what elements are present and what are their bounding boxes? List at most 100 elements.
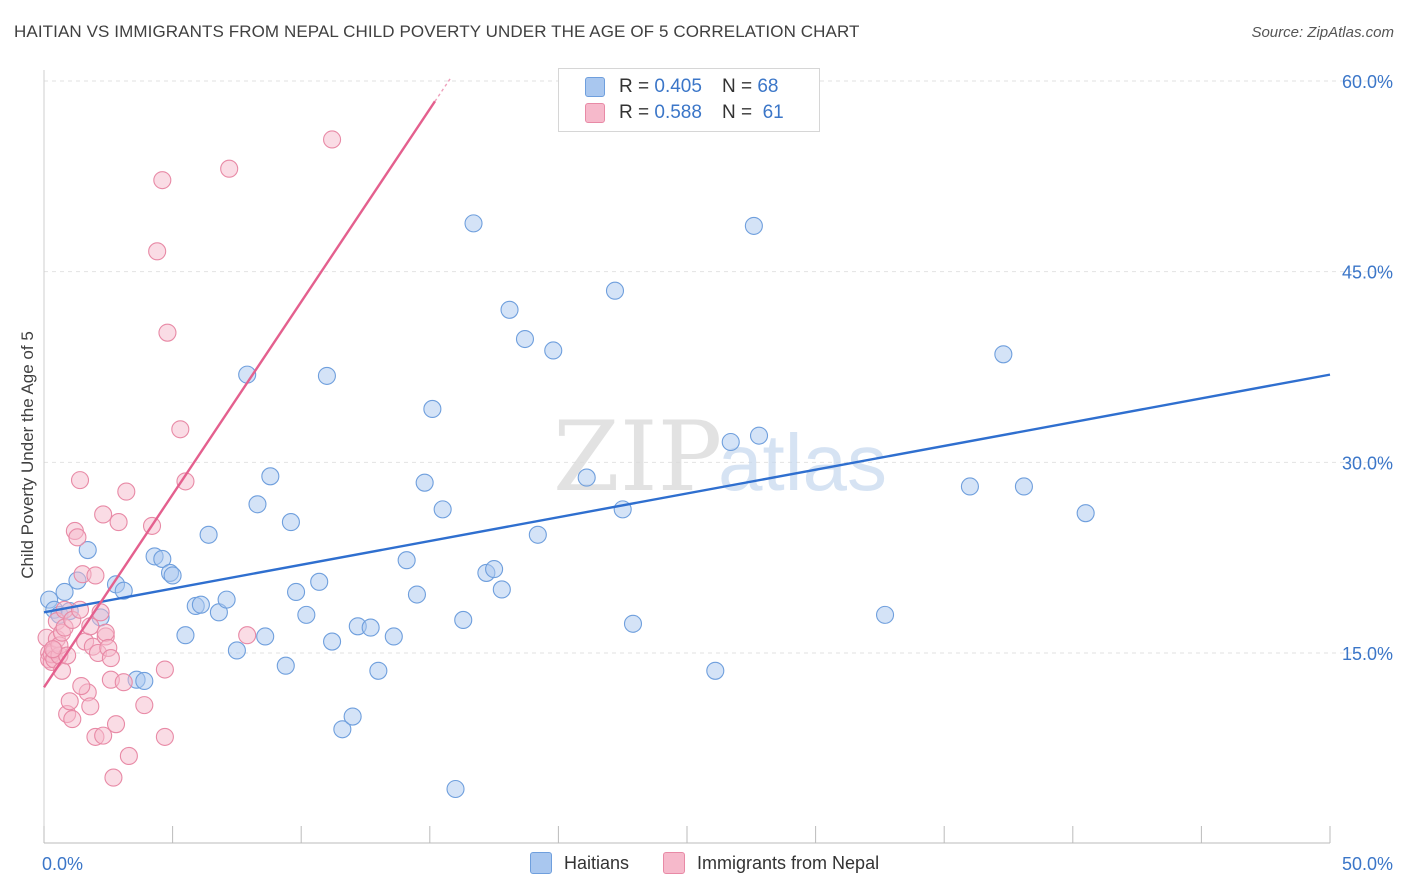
haitians-point <box>744 216 763 235</box>
haitians-point <box>343 707 362 726</box>
haitians-point <box>55 582 74 602</box>
legend-swatch-haitians <box>530 852 552 874</box>
r-label: R = <box>619 76 650 97</box>
haitians-point <box>1076 504 1095 523</box>
nepal-point <box>148 242 167 261</box>
haitians-point <box>217 590 236 609</box>
haitians-point <box>261 467 280 486</box>
trend-lines <box>43 78 1331 688</box>
r-label: R = <box>619 102 650 123</box>
haitians-trend-line <box>43 373 1331 614</box>
haitians-point <box>397 551 416 570</box>
legend-swatch-haitians <box>585 77 605 97</box>
haitians-point <box>433 500 452 519</box>
watermark-atlas: atlas <box>718 418 887 507</box>
haitians-point <box>384 627 403 646</box>
haitians-point <box>605 281 625 300</box>
y-tick-label: 15.0% <box>1342 644 1393 664</box>
nepal-point <box>63 710 82 729</box>
r-value: 0.405 <box>654 76 702 97</box>
nepal-trend-line <box>43 100 436 688</box>
haitians-point <box>135 671 154 691</box>
y-tick-label: 60.0% <box>1342 72 1393 92</box>
r-value: 0.588 <box>654 102 702 123</box>
haitians-point <box>875 605 895 624</box>
n-value: 68 <box>757 76 779 97</box>
haitians-point <box>199 525 218 544</box>
haitians-point <box>485 560 504 579</box>
nepal-point <box>43 640 63 659</box>
haitians-point <box>994 345 1013 364</box>
legend-swatch-nepal <box>585 103 605 123</box>
haitians-point <box>78 540 97 560</box>
nepal-point <box>81 697 100 716</box>
haitians-point <box>248 495 267 514</box>
n-value: 61 <box>762 102 784 123</box>
haitians-point <box>528 525 547 544</box>
nepal-point <box>94 505 113 524</box>
haitians-point <box>153 549 172 568</box>
nepal-point <box>60 692 79 711</box>
haitians-point <box>515 329 535 349</box>
haitians-point <box>415 473 434 492</box>
x-tick-label: 0.0% <box>42 854 83 874</box>
haitians-point <box>577 468 596 487</box>
series-legend: Haitians Immigrants from Nepal <box>530 852 913 874</box>
nepal-point <box>117 482 136 501</box>
haitians-point <box>1014 477 1033 496</box>
x-ticks <box>43 826 1331 843</box>
nepal-point <box>155 727 174 746</box>
stats-legend: R = 0.405 N = 68 R = 0.588 N = 61 <box>558 68 820 132</box>
data-points <box>37 130 1095 799</box>
y-tick-label: 30.0% <box>1342 453 1393 473</box>
chart-title: HAITIAN VS IMMIGRANTS FROM NEPAL CHILD P… <box>14 22 860 41</box>
nepal-point <box>323 130 342 149</box>
nepal-point <box>72 676 91 696</box>
nepal-point <box>70 471 90 490</box>
haitians-point <box>492 580 511 599</box>
haitians-point <box>176 626 195 645</box>
x-tick-labels: 0.0% 50.0% <box>42 854 1393 874</box>
haitians-point <box>256 627 275 646</box>
haitians-point <box>227 641 246 660</box>
nepal-point <box>96 623 115 642</box>
haitians-point <box>310 572 329 591</box>
n-label: N = <box>721 102 753 123</box>
haitians-point <box>423 399 442 418</box>
nepal-point <box>176 472 195 491</box>
legend-row-nepal: R = 0.588 N = 61 <box>585 101 784 125</box>
nepal-point <box>104 768 123 787</box>
haitians-point <box>317 366 336 385</box>
source-credit: Source: ZipAtlas.com <box>1251 24 1394 41</box>
haitians-point <box>276 656 295 675</box>
nepal-point <box>101 649 120 668</box>
y-tick-labels: 15.0% 30.0% 45.0% 60.0% <box>1342 72 1393 664</box>
haitians-point <box>333 720 352 739</box>
haitians-point <box>361 618 380 637</box>
legend-item-nepal: Immigrants from Nepal <box>663 852 879 874</box>
nepal-point <box>155 660 174 679</box>
nepal-point <box>153 171 172 190</box>
haitians-point <box>287 582 306 602</box>
haitians-point <box>960 477 979 496</box>
nepal-point <box>220 159 239 178</box>
haitians-point <box>369 661 388 680</box>
nepal-point <box>135 696 154 715</box>
haitians-point <box>749 426 769 445</box>
nepal-point <box>238 626 257 645</box>
nepal-point <box>106 715 126 734</box>
haitians-point <box>454 610 473 630</box>
nepal-trend-extension <box>434 78 451 102</box>
nepal-point <box>158 323 177 342</box>
haitians-point <box>623 614 643 633</box>
nepal-point <box>114 673 133 692</box>
nepal-point <box>68 528 87 547</box>
haitians-point <box>706 661 725 680</box>
legend-label-nepal: Immigrants from Nepal <box>697 852 880 873</box>
haitians-point <box>281 513 300 532</box>
haitians-point <box>323 632 342 651</box>
haitians-point <box>464 214 483 233</box>
haitians-point <box>191 595 210 614</box>
haitians-point <box>446 779 465 799</box>
